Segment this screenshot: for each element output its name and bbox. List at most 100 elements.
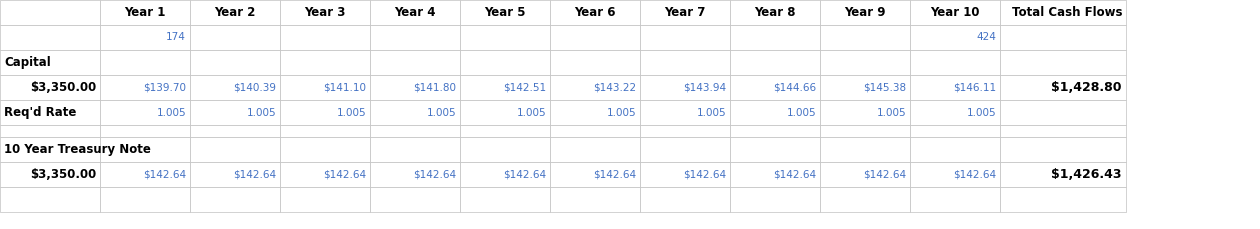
- Bar: [551, 162, 640, 187]
- Bar: [640, 162, 730, 187]
- Text: $142.64: $142.64: [413, 169, 456, 180]
- Text: 424: 424: [976, 33, 995, 43]
- Bar: [730, 50, 820, 75]
- Bar: [0, 100, 100, 125]
- Bar: [1000, 25, 1126, 50]
- Bar: [460, 162, 551, 187]
- Text: Year 10: Year 10: [930, 6, 980, 19]
- Bar: [370, 75, 460, 100]
- Text: $1,428.80: $1,428.80: [1052, 81, 1121, 94]
- Bar: [190, 162, 280, 187]
- Text: 1.005: 1.005: [606, 107, 636, 117]
- Bar: [100, 162, 190, 187]
- Bar: [551, 25, 640, 50]
- Text: $3,350.00: $3,350.00: [30, 81, 96, 94]
- Bar: [460, 187, 551, 212]
- Text: Year 3: Year 3: [305, 6, 345, 19]
- Text: $1,426.43: $1,426.43: [1052, 168, 1121, 181]
- Bar: [910, 187, 1000, 212]
- Bar: [280, 125, 370, 137]
- Bar: [0, 0, 100, 25]
- Bar: [0, 25, 100, 50]
- Bar: [1000, 0, 1126, 25]
- Bar: [730, 162, 820, 187]
- Bar: [280, 75, 370, 100]
- Bar: [370, 125, 460, 137]
- Bar: [640, 0, 730, 25]
- Bar: [1000, 162, 1126, 187]
- Bar: [910, 50, 1000, 75]
- Text: 1.005: 1.005: [697, 107, 726, 117]
- Text: Year 7: Year 7: [664, 6, 706, 19]
- Bar: [910, 75, 1000, 100]
- Bar: [0, 50, 100, 75]
- Text: $142.51: $142.51: [503, 82, 546, 93]
- Bar: [910, 137, 1000, 162]
- Bar: [280, 137, 370, 162]
- Bar: [190, 100, 280, 125]
- Bar: [1000, 100, 1126, 125]
- Bar: [820, 100, 910, 125]
- Text: $142.64: $142.64: [953, 169, 995, 180]
- Bar: [820, 75, 910, 100]
- Text: $142.64: $142.64: [233, 169, 276, 180]
- Bar: [190, 75, 280, 100]
- Bar: [1000, 125, 1126, 137]
- Bar: [640, 100, 730, 125]
- Bar: [0, 187, 100, 212]
- Bar: [370, 187, 460, 212]
- Text: $142.64: $142.64: [593, 169, 636, 180]
- Bar: [460, 100, 551, 125]
- Bar: [460, 0, 551, 25]
- Bar: [640, 125, 730, 137]
- Bar: [551, 125, 640, 137]
- Bar: [460, 25, 551, 50]
- Bar: [190, 50, 280, 75]
- Bar: [280, 187, 370, 212]
- Bar: [190, 0, 280, 25]
- Text: 1.005: 1.005: [336, 107, 365, 117]
- Text: $142.64: $142.64: [772, 169, 816, 180]
- Text: 174: 174: [166, 33, 186, 43]
- Text: $141.80: $141.80: [413, 82, 456, 93]
- Text: $139.70: $139.70: [142, 82, 186, 93]
- Bar: [910, 0, 1000, 25]
- Text: $142.64: $142.64: [142, 169, 186, 180]
- Bar: [551, 0, 640, 25]
- Bar: [460, 75, 551, 100]
- Bar: [551, 137, 640, 162]
- Bar: [1000, 187, 1126, 212]
- Bar: [640, 50, 730, 75]
- Bar: [370, 0, 460, 25]
- Text: $145.38: $145.38: [863, 82, 906, 93]
- Bar: [190, 137, 280, 162]
- Bar: [820, 162, 910, 187]
- Bar: [910, 162, 1000, 187]
- Bar: [730, 75, 820, 100]
- Bar: [0, 137, 100, 162]
- Bar: [0, 125, 100, 137]
- Bar: [370, 50, 460, 75]
- Bar: [190, 187, 280, 212]
- Text: $143.22: $143.22: [593, 82, 636, 93]
- Bar: [551, 75, 640, 100]
- Bar: [370, 137, 460, 162]
- Bar: [100, 25, 190, 50]
- Bar: [820, 50, 910, 75]
- Text: 1.005: 1.005: [966, 107, 995, 117]
- Bar: [730, 187, 820, 212]
- Text: Total Cash Flows: Total Cash Flows: [1012, 6, 1121, 19]
- Bar: [280, 100, 370, 125]
- Text: 1.005: 1.005: [517, 107, 546, 117]
- Bar: [100, 75, 190, 100]
- Text: 10 Year Treasury Note: 10 Year Treasury Note: [4, 143, 151, 156]
- Bar: [1000, 50, 1126, 75]
- Bar: [910, 100, 1000, 125]
- Bar: [910, 125, 1000, 137]
- Text: Year 5: Year 5: [484, 6, 525, 19]
- Bar: [370, 100, 460, 125]
- Bar: [370, 25, 460, 50]
- Bar: [730, 25, 820, 50]
- Bar: [100, 137, 190, 162]
- Bar: [460, 137, 551, 162]
